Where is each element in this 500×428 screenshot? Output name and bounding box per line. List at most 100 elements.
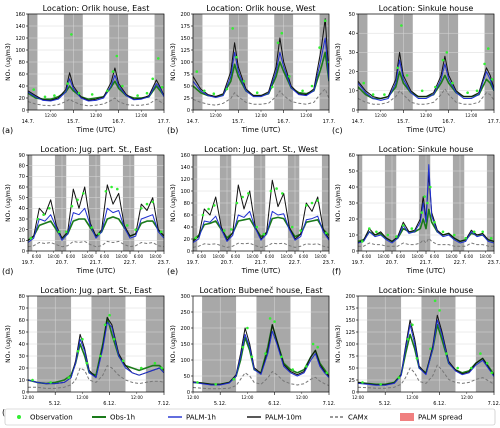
observation-point — [420, 89, 424, 93]
observation-point — [481, 230, 485, 234]
observation-point — [273, 320, 276, 323]
series-line-palm10m — [28, 67, 164, 101]
x-minor-tick-label: 12:00 — [465, 113, 477, 118]
legend-label: CAMx — [348, 414, 368, 422]
observation-point — [235, 201, 239, 205]
y-tick-label: 0 — [352, 108, 355, 114]
legend-patch — [400, 413, 414, 421]
y-tick-label: 0 — [187, 108, 190, 114]
observation-point — [116, 187, 119, 191]
y-tick-label: 200 — [180, 326, 190, 332]
y-tick-label: 50 — [184, 84, 190, 90]
y-tick-label: 150 — [345, 318, 355, 324]
observation-point — [434, 85, 437, 89]
legend-item-spread: PALM spread — [400, 413, 463, 422]
y-tick-label: 0 — [187, 249, 190, 255]
x-minor-tick-label: 12:00 — [375, 113, 387, 118]
y-tick-label: 50 — [349, 366, 355, 372]
y-tick-label: 0 — [22, 108, 25, 114]
observation-point — [386, 233, 390, 237]
y-tick-label: 60 — [184, 213, 190, 219]
x-tick-label: 23.7. — [323, 260, 336, 266]
observation-point — [479, 352, 482, 355]
series-line-camx — [193, 371, 329, 390]
y-tick-label: 0 — [187, 390, 190, 396]
x-axis-label: Time (UTC) — [406, 126, 446, 134]
y-tick-label: 80 — [19, 163, 25, 169]
x-minor-tick-label: 18:00 — [246, 254, 258, 259]
panel-c: 0 10 20 30 40 50 14.7. 15.7. 16.7. 17.7. 12:00 12:0… — [332, 4, 500, 135]
observation-point — [281, 192, 284, 195]
x-tick-label: 6.12. — [268, 401, 281, 407]
observation-point — [235, 55, 238, 59]
observation-point — [262, 232, 266, 236]
observation-point — [429, 347, 432, 351]
y-tick-label: 25 — [349, 378, 355, 384]
x-axis-label: Time (UTC) — [406, 267, 446, 275]
y-tick-label: 30 — [19, 217, 25, 223]
observation-point — [121, 359, 125, 363]
observation-point — [57, 230, 61, 234]
x-minor-tick-label: 12:00 — [210, 113, 222, 118]
y-axis-label: NOₓ (ug/m3) — [5, 325, 12, 363]
x-tick-label: 15.7. — [67, 119, 80, 125]
panel-letter: (b) — [167, 126, 178, 135]
y-tick-label: 10 — [19, 378, 25, 384]
observation-point — [411, 323, 414, 327]
legend-label: PALM spread — [418, 414, 463, 422]
observation-point — [136, 94, 139, 97]
observation-point — [397, 376, 401, 379]
x-tick-label: 20.7. — [386, 260, 399, 266]
x-tick-label: 17.7. — [158, 119, 171, 125]
x-minor-tick-label: 6:00 — [362, 254, 372, 259]
legend-label: PALM-1h — [186, 414, 216, 422]
observation-point — [112, 337, 116, 341]
panel-d: 0 10 20 30 40 50 60 70 80 90 19.7. 20.7. 21.7. 22.7. 2… — [2, 145, 171, 276]
observation-point — [299, 229, 303, 232]
observation-point — [103, 323, 107, 327]
observation-point — [247, 192, 250, 195]
legend: Observation Obs-1h PALM-1h PALM-10m CAMx PALM… — [4, 408, 496, 426]
y-axis-label: NOₓ (ug/m3) — [170, 43, 177, 81]
y-tick-label: 160 — [180, 153, 190, 159]
series-line-camx — [193, 88, 329, 106]
observation-point — [76, 349, 80, 353]
y-tick-label: 20 — [19, 366, 25, 372]
observation-point — [305, 365, 308, 368]
x-tick-label: 22.7. — [124, 260, 137, 266]
legend-item-obs1h: Obs-1h — [92, 414, 135, 422]
observation-point — [362, 81, 366, 85]
panel-g: 0 10 20 30 40 50 60 70 80 5.12. 6.12. 7.12. 12:00 12:… — [2, 286, 171, 417]
observation-point — [490, 371, 494, 375]
observation-point — [276, 41, 280, 45]
x-tick-label: 22.7. — [289, 260, 302, 266]
y-tick-label: 50 — [349, 12, 355, 18]
y-tick-label: 100 — [15, 48, 25, 54]
observation-point — [406, 337, 410, 341]
observation-point — [489, 236, 493, 240]
y-tick-label: 40 — [19, 206, 25, 212]
x-minor-tick-label: 12:00 — [22, 395, 34, 400]
observation-point — [195, 70, 199, 73]
panel-title: Location: Sinkule house — [379, 4, 474, 13]
series-line-palm10m — [193, 324, 329, 385]
series-line-palm1h — [193, 330, 329, 386]
x-minor-tick-label: 6:00 — [265, 254, 275, 259]
observation-point — [472, 230, 476, 234]
y-tick-label: 125 — [180, 48, 190, 54]
x-tick-label: 5.12. — [49, 401, 62, 407]
y-tick-label: 50 — [19, 195, 25, 201]
y-tick-label: 200 — [345, 294, 355, 300]
observation-point — [225, 87, 229, 91]
observation-point — [275, 187, 278, 190]
y-tick-label: 150 — [180, 342, 190, 348]
observation-point — [31, 378, 34, 382]
night-band — [156, 155, 164, 251]
observation-point — [318, 46, 321, 49]
series-line-camx — [28, 240, 164, 248]
y-axis-label: NOₓ (ug/m3) — [5, 184, 12, 222]
x-minor-tick-label: 18:00 — [81, 254, 93, 259]
x-tick-label: 16.7. — [442, 119, 455, 125]
panel-title: Location: Orlik house, East — [43, 4, 150, 13]
y-tick-label: 40 — [184, 225, 190, 231]
